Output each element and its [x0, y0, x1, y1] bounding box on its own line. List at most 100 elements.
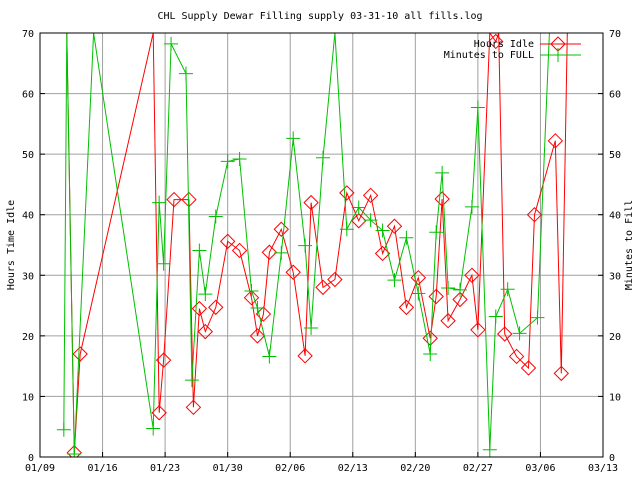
- data-point: [410, 270, 427, 286]
- data-point: [198, 287, 213, 302]
- data-point: [72, 346, 88, 362]
- data-point: [398, 299, 415, 316]
- series-line: [66, 33, 592, 453]
- data-point: [66, 445, 82, 457]
- data-point: [297, 348, 313, 364]
- data-point: [197, 323, 214, 340]
- data-point: [249, 328, 266, 344]
- data-point: [496, 326, 513, 342]
- data-point: [155, 352, 172, 368]
- series-0: [66, 33, 592, 457]
- data-point: [219, 233, 236, 250]
- chart-title: CHL Supply Dewar Filling supply 03-31-10…: [157, 11, 482, 22]
- data-point: [452, 291, 468, 308]
- data-point: [315, 150, 330, 165]
- y-axis-label-right: Minutes to Fill: [624, 200, 635, 290]
- data-point: [208, 209, 223, 224]
- data-point: [164, 36, 179, 51]
- data-point: [184, 373, 199, 388]
- data-point: [488, 309, 503, 324]
- data-point: [315, 279, 331, 296]
- data-point: [387, 273, 402, 288]
- data-point: [441, 281, 456, 296]
- data-point: [166, 191, 182, 208]
- data-point: [56, 422, 71, 437]
- y-tick-label-right: 40: [609, 211, 621, 222]
- y-tick-label-left: 40: [22, 211, 34, 222]
- data-point: [429, 225, 444, 240]
- y-tick-label-left: 0: [28, 453, 34, 464]
- x-tick-label: 01/16: [88, 463, 118, 474]
- x-tick-label: 01/09: [25, 463, 55, 474]
- data-point: [67, 446, 82, 457]
- x-tick-label: 03/13: [588, 463, 618, 474]
- data-point: [151, 405, 167, 421]
- data-point: [274, 245, 289, 260]
- y-tick-label-left: 60: [22, 90, 34, 101]
- data-point: [178, 66, 193, 81]
- data-point: [411, 286, 426, 301]
- y-axis-label-left: Hours Time Idle: [6, 200, 17, 290]
- data-point: [339, 222, 354, 237]
- data-point: [470, 322, 486, 338]
- data-point: [191, 300, 208, 317]
- y-tick-label-left: 10: [22, 392, 34, 403]
- x-tick-label: 02/06: [275, 463, 305, 474]
- y-tick-label-right: 20: [609, 332, 621, 343]
- data-point: [262, 349, 277, 364]
- data-point: [482, 442, 497, 457]
- x-tick-label: 01/23: [150, 463, 180, 474]
- series-1: [56, 33, 592, 457]
- y-tick-label-right: 50: [609, 150, 621, 161]
- data-point: [156, 256, 171, 271]
- x-tick-label: 02/20: [400, 463, 430, 474]
- data-point: [464, 267, 480, 283]
- data-point: [440, 313, 456, 329]
- y-tick-label-left: 30: [22, 271, 34, 282]
- x-tick-label: 02/27: [463, 463, 493, 474]
- data-point: [526, 207, 543, 223]
- data-point: [250, 300, 265, 315]
- data-point: [244, 284, 259, 299]
- legend-label: Hours Idle: [474, 39, 534, 50]
- data-point: [351, 200, 366, 215]
- data-point: [500, 282, 515, 297]
- data-point: [231, 242, 248, 259]
- data-point: [351, 213, 367, 229]
- data-point: [220, 154, 235, 169]
- legend-label: Minutes to FULL: [444, 50, 534, 61]
- data-point: [152, 195, 167, 210]
- data-point: [243, 289, 260, 306]
- data-point: [464, 199, 479, 214]
- data-point: [261, 244, 278, 260]
- series-layer: [56, 33, 592, 457]
- y-tick-label-right: 0: [609, 453, 615, 464]
- y-tick-label-right: 10: [609, 392, 621, 403]
- plot-frame: [39, 32, 604, 458]
- data-point: [508, 348, 525, 365]
- data-point: [273, 221, 289, 237]
- data-point: [185, 399, 202, 416]
- x-tick-label: 02/13: [338, 463, 368, 474]
- data-point: [547, 133, 564, 149]
- data-point: [303, 194, 319, 211]
- data-point: [530, 310, 545, 325]
- x-tick-label: 01/30: [213, 463, 243, 474]
- data-point: [304, 320, 319, 335]
- y-tick-label-left: 20: [22, 332, 34, 343]
- data-point: [192, 243, 207, 258]
- data-point: [146, 421, 161, 436]
- data-point: [232, 151, 247, 166]
- y-tick-label-right: 60: [609, 90, 621, 101]
- data-point: [339, 185, 355, 201]
- data-point: [453, 282, 468, 297]
- data-point: [286, 131, 301, 146]
- y-tick-label-left: 50: [22, 150, 34, 161]
- data-point: [386, 218, 403, 234]
- data-point: [435, 165, 450, 180]
- x-tick-label: 03/06: [525, 463, 555, 474]
- data-point: [434, 191, 450, 207]
- data-point: [399, 230, 414, 245]
- data-point: [512, 326, 527, 341]
